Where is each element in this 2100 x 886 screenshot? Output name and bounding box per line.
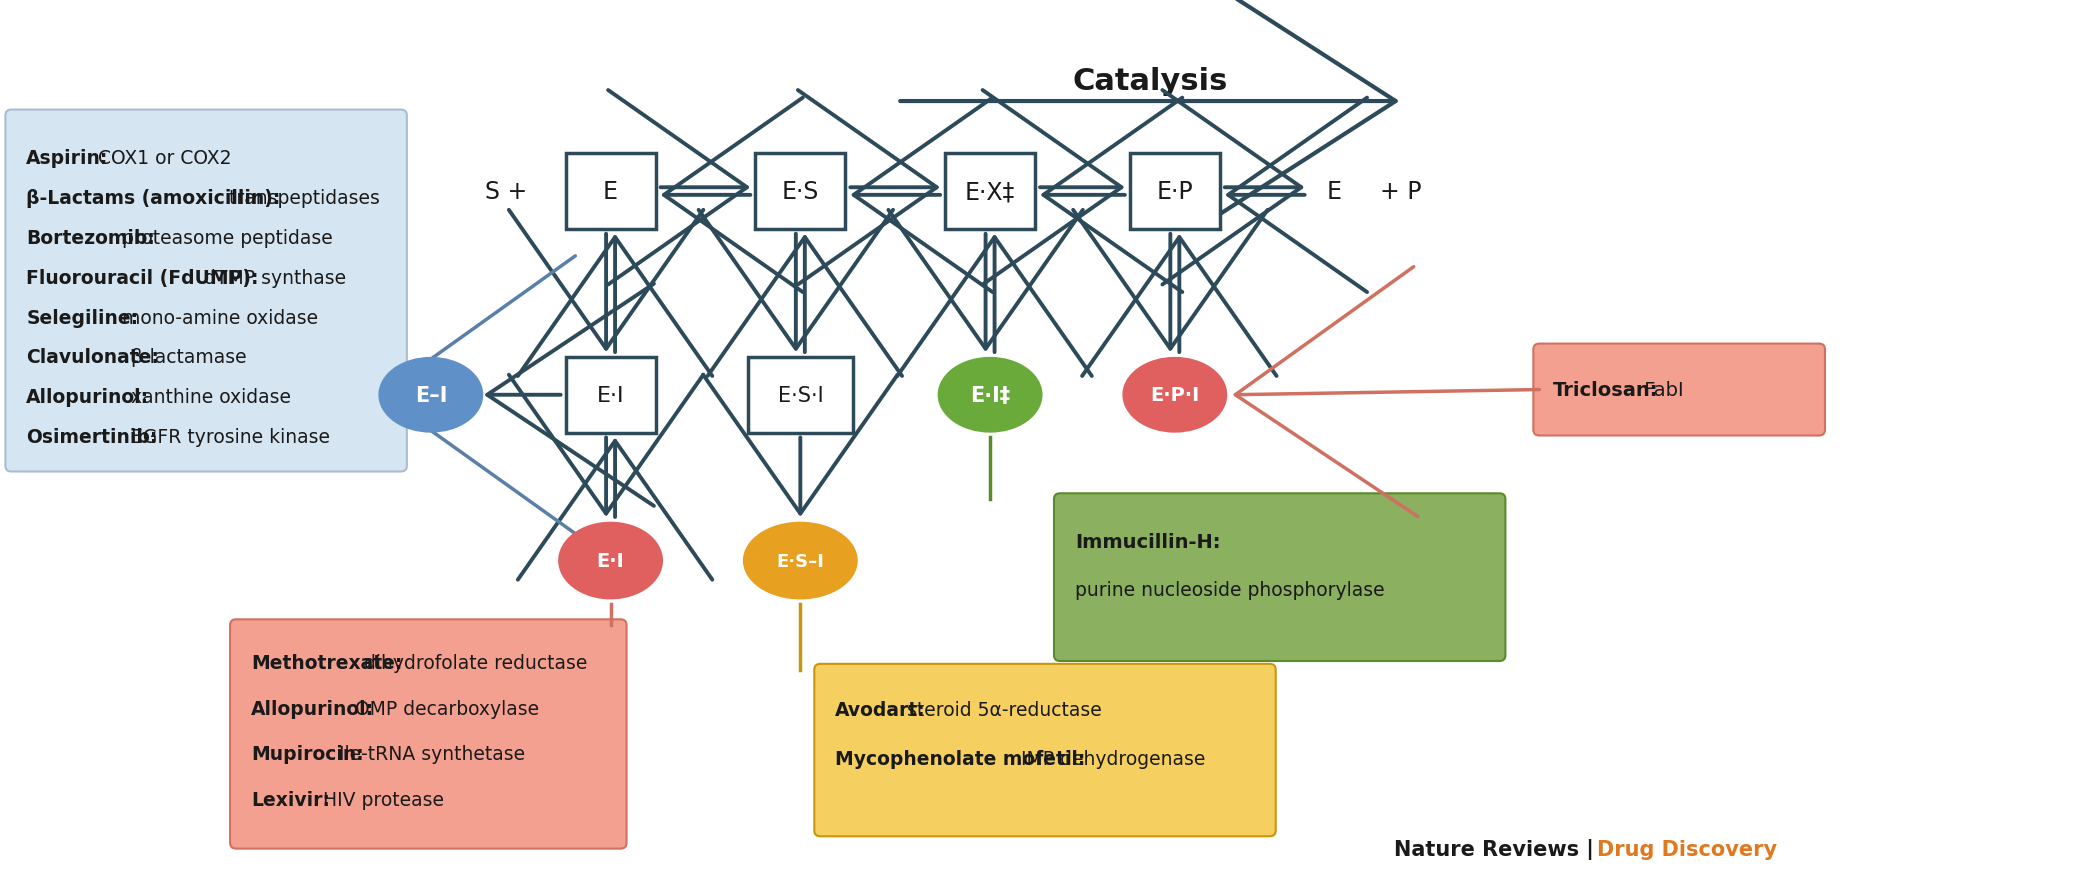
Text: Allopurinol:: Allopurinol: [252, 699, 374, 718]
Text: Ile-tRNA synthetase: Ile-tRNA synthetase [334, 744, 525, 764]
Text: Triclosan:: Triclosan: [1554, 381, 1659, 400]
Text: + P: + P [1380, 180, 1422, 204]
Ellipse shape [1121, 357, 1226, 433]
Text: β-Lactams (amoxicillin):: β-Lactams (amoxicillin): [27, 189, 281, 208]
Text: E–I: E–I [414, 385, 447, 405]
Text: Drug Discovery: Drug Discovery [1598, 839, 1777, 859]
Text: Methotrexate:: Methotrexate: [252, 654, 403, 672]
Text: Osimertinib:: Osimertinib: [27, 427, 158, 447]
Text: COX1 or COX2: COX1 or COX2 [92, 149, 231, 168]
Text: S +: S + [485, 180, 527, 204]
Text: Allopurinol:: Allopurinol: [27, 388, 149, 407]
Text: OMP decarboxylase: OMP decarboxylase [349, 699, 540, 718]
FancyBboxPatch shape [6, 111, 407, 472]
Text: Mupirocin:: Mupirocin: [252, 744, 363, 764]
Text: β-lactamase: β-lactamase [124, 348, 246, 367]
Text: FabI: FabI [1638, 381, 1684, 400]
Text: HIV protease: HIV protease [317, 790, 443, 809]
Text: E: E [1327, 180, 1342, 204]
Text: E·I: E·I [596, 385, 624, 405]
Text: E·S: E·S [781, 180, 819, 204]
Bar [565, 154, 655, 229]
FancyBboxPatch shape [231, 619, 626, 849]
FancyBboxPatch shape [1533, 344, 1825, 436]
Ellipse shape [559, 522, 664, 600]
Text: E·S–I: E·S–I [777, 552, 825, 570]
Bar [1130, 154, 1220, 229]
FancyBboxPatch shape [1054, 494, 1506, 661]
Ellipse shape [937, 357, 1042, 433]
Text: dTMP synthase: dTMP synthase [197, 268, 346, 287]
Text: Selegiline:: Selegiline: [27, 308, 139, 327]
Text: Lexivir:: Lexivir: [252, 790, 330, 809]
Text: Bortezomib:: Bortezomib: [27, 229, 155, 248]
Text: E·I: E·I [596, 551, 624, 571]
Text: proteasome peptidase: proteasome peptidase [116, 229, 334, 248]
Text: transpeptidases: transpeptidases [223, 189, 380, 208]
Text: Fluorouracil (FdUMP):: Fluorouracil (FdUMP): [27, 268, 258, 287]
Text: dihydrofolate reductase: dihydrofolate reductase [357, 654, 586, 672]
Text: E·S·I: E·S·I [777, 385, 823, 405]
Text: E·P·I: E·P·I [1151, 385, 1199, 405]
FancyBboxPatch shape [815, 664, 1275, 836]
Text: Mycophenolate mofetil:: Mycophenolate mofetil: [836, 750, 1086, 768]
Text: IMP dehydrogenase: IMP dehydrogenase [1016, 750, 1205, 768]
Text: Immucillin-H:: Immucillin-H: [1075, 532, 1220, 551]
Bar [945, 154, 1035, 229]
Text: Catalysis: Catalysis [1073, 66, 1228, 96]
Text: E·I‡: E·I‡ [970, 385, 1010, 405]
Text: EGFR tyrosine kinase: EGFR tyrosine kinase [124, 427, 330, 447]
Text: E: E [603, 180, 617, 204]
Text: Nature Reviews: Nature Reviews [1394, 839, 1579, 859]
Text: Clavulonate:: Clavulonate: [27, 348, 160, 367]
Text: |: | [1579, 838, 1602, 859]
Text: steroid 5α-reductase: steroid 5α-reductase [901, 700, 1102, 719]
Ellipse shape [378, 357, 483, 433]
Text: Aspirin:: Aspirin: [27, 149, 109, 168]
Text: E·P: E·P [1157, 180, 1193, 204]
Text: purine nucleoside phosphorylase: purine nucleoside phosphorylase [1075, 579, 1384, 599]
Text: xanthine oxidase: xanthine oxidase [124, 388, 290, 407]
Bar [748, 357, 853, 433]
Bar [756, 154, 846, 229]
Text: Avodart:: Avodart: [836, 700, 926, 719]
Text: E·X‡: E·X‡ [966, 180, 1014, 204]
Bar [565, 357, 655, 433]
Text: mono-amine oxidase: mono-amine oxidase [116, 308, 319, 327]
Ellipse shape [743, 522, 857, 600]
